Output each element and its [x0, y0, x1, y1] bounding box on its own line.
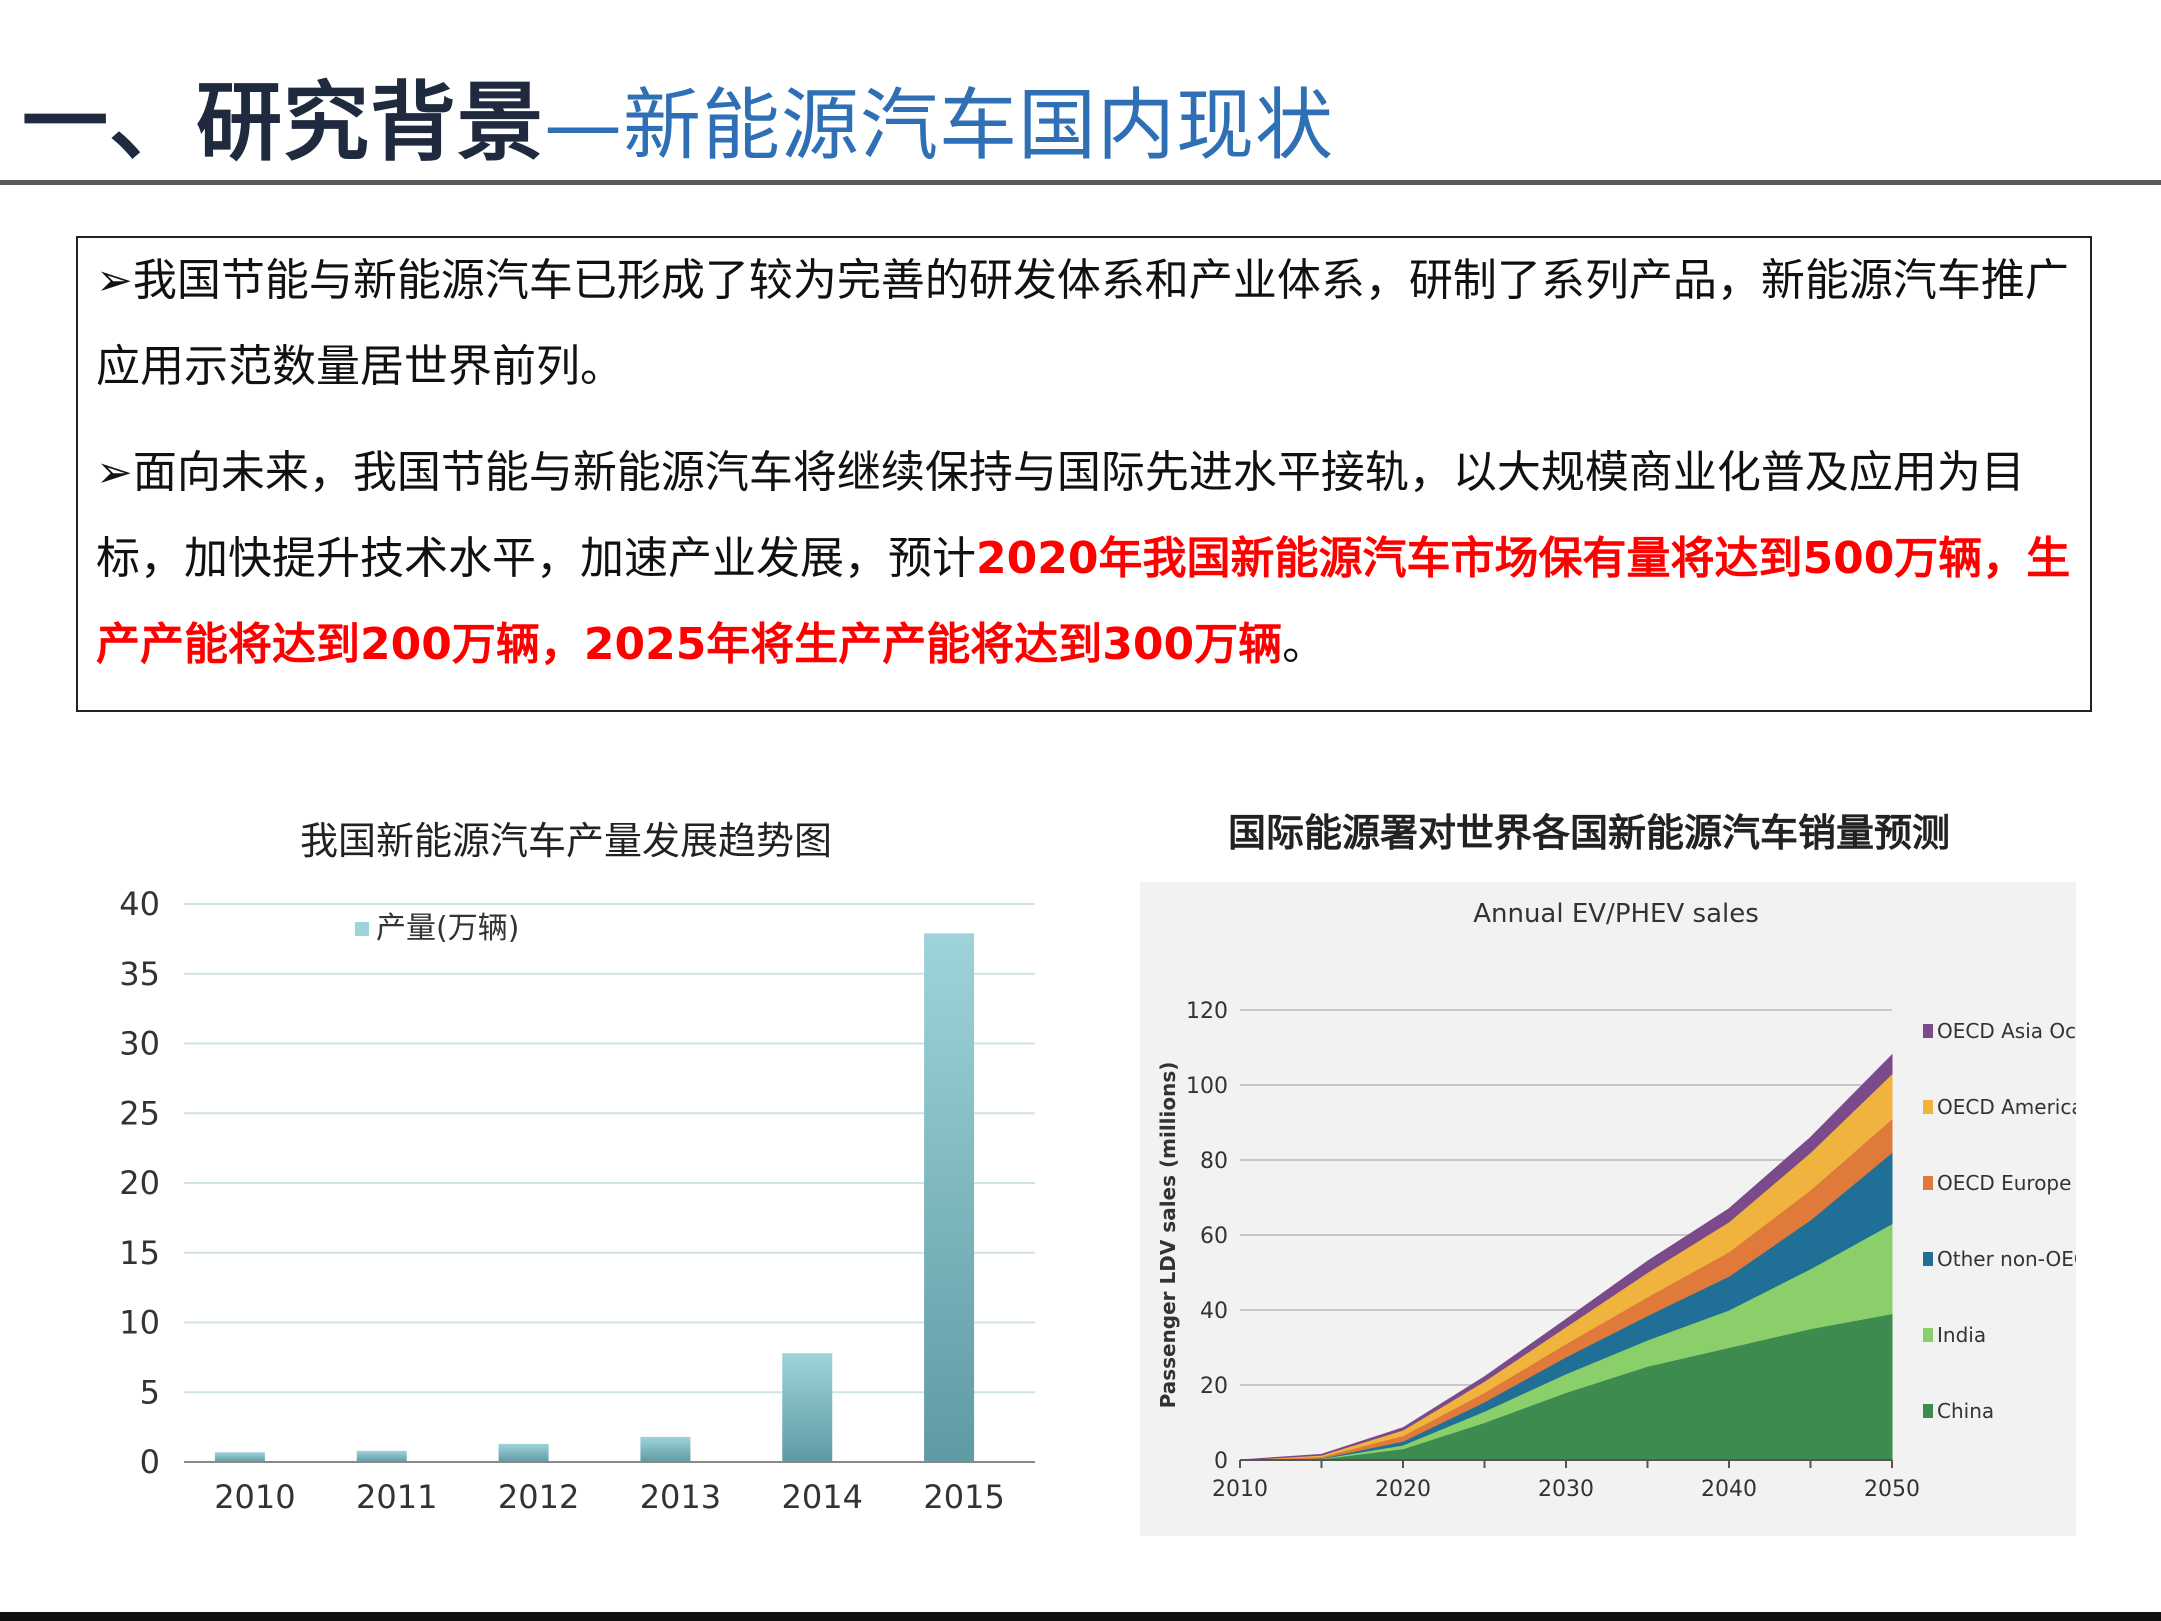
legend-label: China — [1937, 1399, 1994, 1423]
bullet-icon: ➢ — [96, 255, 133, 306]
y-tick-label: 0 — [140, 1443, 160, 1481]
y-tick-label: 25 — [119, 1094, 160, 1132]
title-main: 一、研究背景 — [22, 73, 544, 173]
area-chart-subtitle: Annual EV/PHEV sales — [1473, 899, 1759, 929]
x-tick-label: 2010 — [1212, 1477, 1268, 1502]
bar — [356, 1450, 407, 1462]
bar — [782, 1353, 833, 1462]
legend-label: OECD Europe — [1937, 1171, 2071, 1195]
bar — [640, 1436, 691, 1462]
bar — [214, 1452, 265, 1462]
paragraph-2: ➢面向未来，我国节能与新能源汽车将继续保持与国际先进水平接轨，以大规模商业化普及… — [96, 430, 2072, 688]
bar — [498, 1443, 549, 1462]
paragraph-2-highlight: 2020年我国新能源汽车市场保有量将达到500万辆，生产产能将达到200万辆，2… — [96, 533, 2071, 670]
bar — [924, 933, 975, 1462]
legend-swatch — [1923, 1024, 1933, 1038]
area-chart-title: 国际能源署对世界各国新能源汽车销量预测 — [1228, 811, 1951, 855]
legend-swatch — [1923, 1176, 1933, 1190]
paragraph-1: ➢我国节能与新能源汽车已形成了较为完善的研发体系和产业体系，研制了系列产品，新能… — [96, 238, 2072, 410]
legend-label: Other non-OECD — [1937, 1247, 2076, 1271]
x-tick-label: 2020 — [1375, 1477, 1431, 1502]
y-tick-label: 0 — [1214, 1449, 1228, 1474]
title-divider — [0, 180, 2161, 185]
x-tick-label: 2014 — [782, 1478, 863, 1516]
legend-swatch — [1923, 1328, 1933, 1342]
title-dash: — — [544, 81, 623, 171]
bullet-icon: ➢ — [96, 447, 133, 498]
legend-swatch — [1923, 1100, 1933, 1114]
y-tick-label: 40 — [1200, 1299, 1228, 1324]
y-axis-label: Passenger LDV sales (millions) — [1156, 1062, 1180, 1409]
y-tick-label: 120 — [1186, 999, 1228, 1024]
title-sub: 新能源汽车国内现状 — [623, 81, 1335, 171]
y-tick-label: 35 — [119, 955, 160, 993]
bar-chart: 0 5 10 15 20 25 30 35 40 2010 2011 2012 2013 2014 2015… — [119, 885, 1035, 1516]
legend-label: India — [1937, 1323, 1986, 1347]
y-tick-label: 30 — [119, 1025, 160, 1063]
x-tick-label: 2040 — [1701, 1477, 1757, 1502]
x-tick-label: 2010 — [214, 1478, 295, 1516]
x-tick-label: 2015 — [923, 1478, 1004, 1516]
summary-box: ➢我国节能与新能源汽车已形成了较为完善的研发体系和产业体系，研制了系列产品，新能… — [76, 236, 2092, 712]
slide-title: 一、研究背景—新能源汽车国内现状 — [22, 52, 1334, 177]
legend-label: OECD Asia Oceania — [1937, 1019, 2076, 1043]
legend-label: 产量(万辆) — [376, 911, 519, 946]
x-tick-label: 2050 — [1864, 1477, 1920, 1502]
y-tick-label: 60 — [1200, 1224, 1228, 1249]
y-tick-label: 20 — [1200, 1374, 1228, 1399]
y-tick-label: 100 — [1186, 1074, 1228, 1099]
paragraph-2-end: 。 — [1282, 619, 1327, 670]
legend-label: OECD Americas — [1937, 1095, 2076, 1119]
y-tick-label: 10 — [119, 1304, 160, 1342]
y-tick-label: 5 — [140, 1373, 160, 1411]
legend-swatch — [355, 922, 369, 936]
legend-swatch — [1923, 1252, 1933, 1266]
y-tick-label: 40 — [119, 885, 160, 923]
paragraph-1-text: 我国节能与新能源汽车已形成了较为完善的研发体系和产业体系，研制了系列产品，新能源… — [96, 255, 2069, 392]
slide-header: 一、研究背景—新能源汽车国内现状 — [0, 0, 2161, 186]
y-tick-label: 15 — [119, 1234, 160, 1272]
footer-bar — [0, 1612, 2161, 1621]
y-tick-label: 20 — [119, 1164, 160, 1202]
bar-chart-title: 我国新能源汽车产量发展趋势图 — [300, 819, 833, 863]
y-tick-label: 80 — [1200, 1149, 1228, 1174]
x-tick-label: 2030 — [1538, 1477, 1594, 1502]
legend-swatch — [1923, 1404, 1933, 1418]
x-tick-label: 2013 — [640, 1478, 721, 1516]
x-tick-label: 2012 — [498, 1478, 579, 1516]
paragraph-2-text: 面向未来，我国节能与新能源汽车将继续保持与国际先进水平接轨，以大规模商业化普及应… — [96, 447, 2025, 584]
x-tick-label: 2011 — [356, 1478, 437, 1516]
area-series — [1239, 1053, 1893, 1461]
